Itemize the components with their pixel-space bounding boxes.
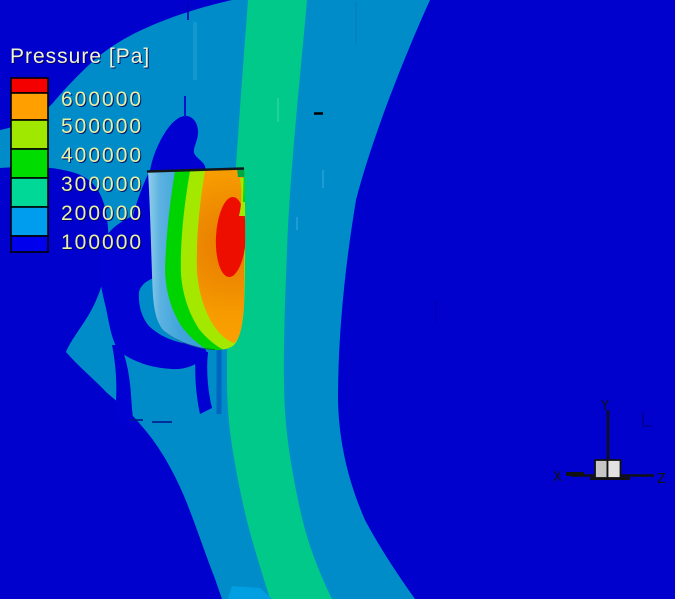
legend-tick-labels: 600000 500000 400000 300000 200000 10000… [61, 88, 143, 254]
legend-band [10, 77, 49, 94]
legend-tick-label: 600000 [61, 88, 143, 111]
legend-tick-label: 500000 [61, 115, 143, 138]
legend-band [10, 92, 49, 121]
recirculation-head-blob [150, 115, 206, 171]
axis-triad: Y Z X [553, 399, 666, 487]
blade-surface [146, 167, 246, 351]
blade-tip-edge [146, 167, 245, 173]
y-axis-label: Y [600, 399, 609, 414]
legend-tick-label: 400000 [61, 144, 143, 167]
legend-colorbar [10, 77, 49, 253]
mesh-artifact-lines [130, 2, 652, 427]
triad-cube-left-face [594, 459, 609, 479]
legend-band [10, 235, 49, 253]
pressure-hotspot [215, 197, 246, 277]
legend-tick-label: 200000 [61, 202, 143, 225]
legend-band [10, 119, 49, 150]
dark-stripe-below-blade [195, 352, 212, 414]
legend-band [10, 148, 49, 179]
triad-cube-right-face [606, 459, 622, 479]
legend-band [10, 177, 49, 208]
legend-tick-label: 300000 [61, 173, 143, 196]
legend-title: Pressure [Pa] [10, 45, 150, 68]
legend-band [10, 206, 49, 237]
legend-tick-label: 100000 [61, 231, 143, 254]
pressure-band-arc [227, 0, 332, 599]
pressure-legend: Pressure [Pa] 600000 500000 400000 30000… [10, 45, 150, 254]
x-axis-label: X [553, 470, 562, 485]
dark-stripe-left [112, 345, 136, 428]
pressure-sliver-band [228, 586, 272, 599]
z-axis-label: Z [657, 472, 666, 487]
